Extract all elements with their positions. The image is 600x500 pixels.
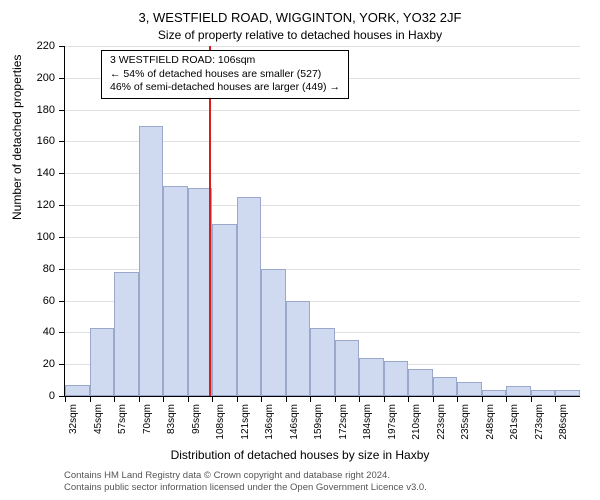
histogram-bar bbox=[359, 358, 384, 396]
x-tick-label: 108sqm bbox=[215, 404, 226, 440]
histogram-bar bbox=[408, 369, 433, 396]
x-tick bbox=[384, 396, 385, 402]
x-tick bbox=[65, 396, 66, 402]
x-tick-label: 57sqm bbox=[117, 404, 128, 434]
histogram-bar bbox=[212, 224, 237, 396]
info-line-3: 46% of semi-detached houses are larger (… bbox=[110, 81, 340, 95]
x-tick-label: 45sqm bbox=[93, 404, 104, 434]
x-tick-label: 273sqm bbox=[534, 404, 545, 440]
x-tick bbox=[139, 396, 140, 402]
y-tick-label: 120 bbox=[37, 199, 65, 211]
plot-area: 3 WESTFIELD ROAD: 106sqm ← 54% of detach… bbox=[64, 46, 580, 397]
x-tick-label: 121sqm bbox=[240, 404, 251, 440]
histogram-bar bbox=[457, 382, 482, 396]
grid-line bbox=[65, 110, 580, 111]
x-tick-label: 235sqm bbox=[460, 404, 471, 440]
x-axis-label: Distribution of detached houses by size … bbox=[0, 448, 600, 462]
x-tick-label: 146sqm bbox=[289, 404, 300, 440]
x-tick bbox=[482, 396, 483, 402]
histogram-bar bbox=[286, 301, 311, 396]
footer-note: Contains HM Land Registry data © Crown c… bbox=[64, 470, 427, 494]
x-tick bbox=[90, 396, 91, 402]
x-tick bbox=[457, 396, 458, 402]
x-tick-label: 70sqm bbox=[142, 404, 153, 434]
histogram-bar bbox=[163, 186, 188, 396]
y-tick-label: 60 bbox=[43, 295, 65, 307]
histogram-bar bbox=[531, 390, 556, 396]
x-tick-label: 95sqm bbox=[191, 404, 202, 434]
x-tick-label: 248sqm bbox=[485, 404, 496, 440]
histogram-bar bbox=[310, 328, 335, 396]
histogram-bar bbox=[65, 385, 90, 396]
info-line-2: ← 54% of detached houses are smaller (52… bbox=[110, 68, 340, 82]
chart-title: 3, WESTFIELD ROAD, WIGGINTON, YORK, YO32… bbox=[0, 10, 600, 25]
x-tick bbox=[212, 396, 213, 402]
y-tick-label: 200 bbox=[37, 72, 65, 84]
x-tick bbox=[506, 396, 507, 402]
y-tick-label: 80 bbox=[43, 263, 65, 275]
chart-container: 3, WESTFIELD ROAD, WIGGINTON, YORK, YO32… bbox=[0, 0, 600, 500]
x-tick bbox=[335, 396, 336, 402]
x-tick-label: 184sqm bbox=[362, 404, 373, 440]
x-tick bbox=[261, 396, 262, 402]
x-tick bbox=[310, 396, 311, 402]
x-tick bbox=[237, 396, 238, 402]
histogram-bar bbox=[261, 269, 286, 396]
y-tick-label: 20 bbox=[43, 358, 65, 370]
x-tick-label: 286sqm bbox=[558, 404, 569, 440]
x-tick-label: 210sqm bbox=[411, 404, 422, 440]
chart-subtitle: Size of property relative to detached ho… bbox=[0, 28, 600, 42]
histogram-bar bbox=[384, 361, 409, 396]
histogram-bar bbox=[506, 386, 531, 396]
x-tick bbox=[188, 396, 189, 402]
x-tick-label: 261sqm bbox=[509, 404, 520, 440]
x-tick bbox=[359, 396, 360, 402]
x-tick-label: 223sqm bbox=[436, 404, 447, 440]
y-tick-label: 220 bbox=[37, 40, 65, 52]
x-tick-label: 32sqm bbox=[68, 404, 79, 434]
x-tick bbox=[114, 396, 115, 402]
x-tick-label: 172sqm bbox=[338, 404, 349, 440]
y-tick-label: 100 bbox=[37, 231, 65, 243]
y-axis-label: Number of detached properties bbox=[10, 55, 24, 220]
grid-line bbox=[65, 46, 580, 47]
y-tick-label: 160 bbox=[37, 135, 65, 147]
x-tick-label: 159sqm bbox=[313, 404, 324, 440]
histogram-bar bbox=[139, 126, 164, 396]
y-tick-label: 140 bbox=[37, 167, 65, 179]
info-box: 3 WESTFIELD ROAD: 106sqm ← 54% of detach… bbox=[101, 50, 349, 99]
histogram-bar bbox=[482, 390, 507, 396]
footer-line-2: Contains public sector information licen… bbox=[64, 482, 427, 494]
x-tick-label: 83sqm bbox=[166, 404, 177, 434]
x-tick bbox=[408, 396, 409, 402]
y-tick-label: 0 bbox=[49, 390, 65, 402]
x-tick bbox=[286, 396, 287, 402]
histogram-bar bbox=[335, 340, 360, 396]
y-tick-label: 40 bbox=[43, 326, 65, 338]
histogram-bar bbox=[555, 390, 580, 396]
histogram-bar bbox=[433, 377, 458, 396]
x-tick bbox=[555, 396, 556, 402]
footer-line-1: Contains HM Land Registry data © Crown c… bbox=[64, 470, 427, 482]
histogram-bar bbox=[237, 197, 262, 396]
x-tick-label: 136sqm bbox=[264, 404, 275, 440]
x-tick bbox=[531, 396, 532, 402]
x-tick bbox=[163, 396, 164, 402]
x-tick-label: 197sqm bbox=[387, 404, 398, 440]
y-tick-label: 180 bbox=[37, 104, 65, 116]
x-tick bbox=[433, 396, 434, 402]
histogram-bar bbox=[90, 328, 115, 396]
info-line-1: 3 WESTFIELD ROAD: 106sqm bbox=[110, 54, 340, 68]
histogram-bar bbox=[114, 272, 139, 396]
